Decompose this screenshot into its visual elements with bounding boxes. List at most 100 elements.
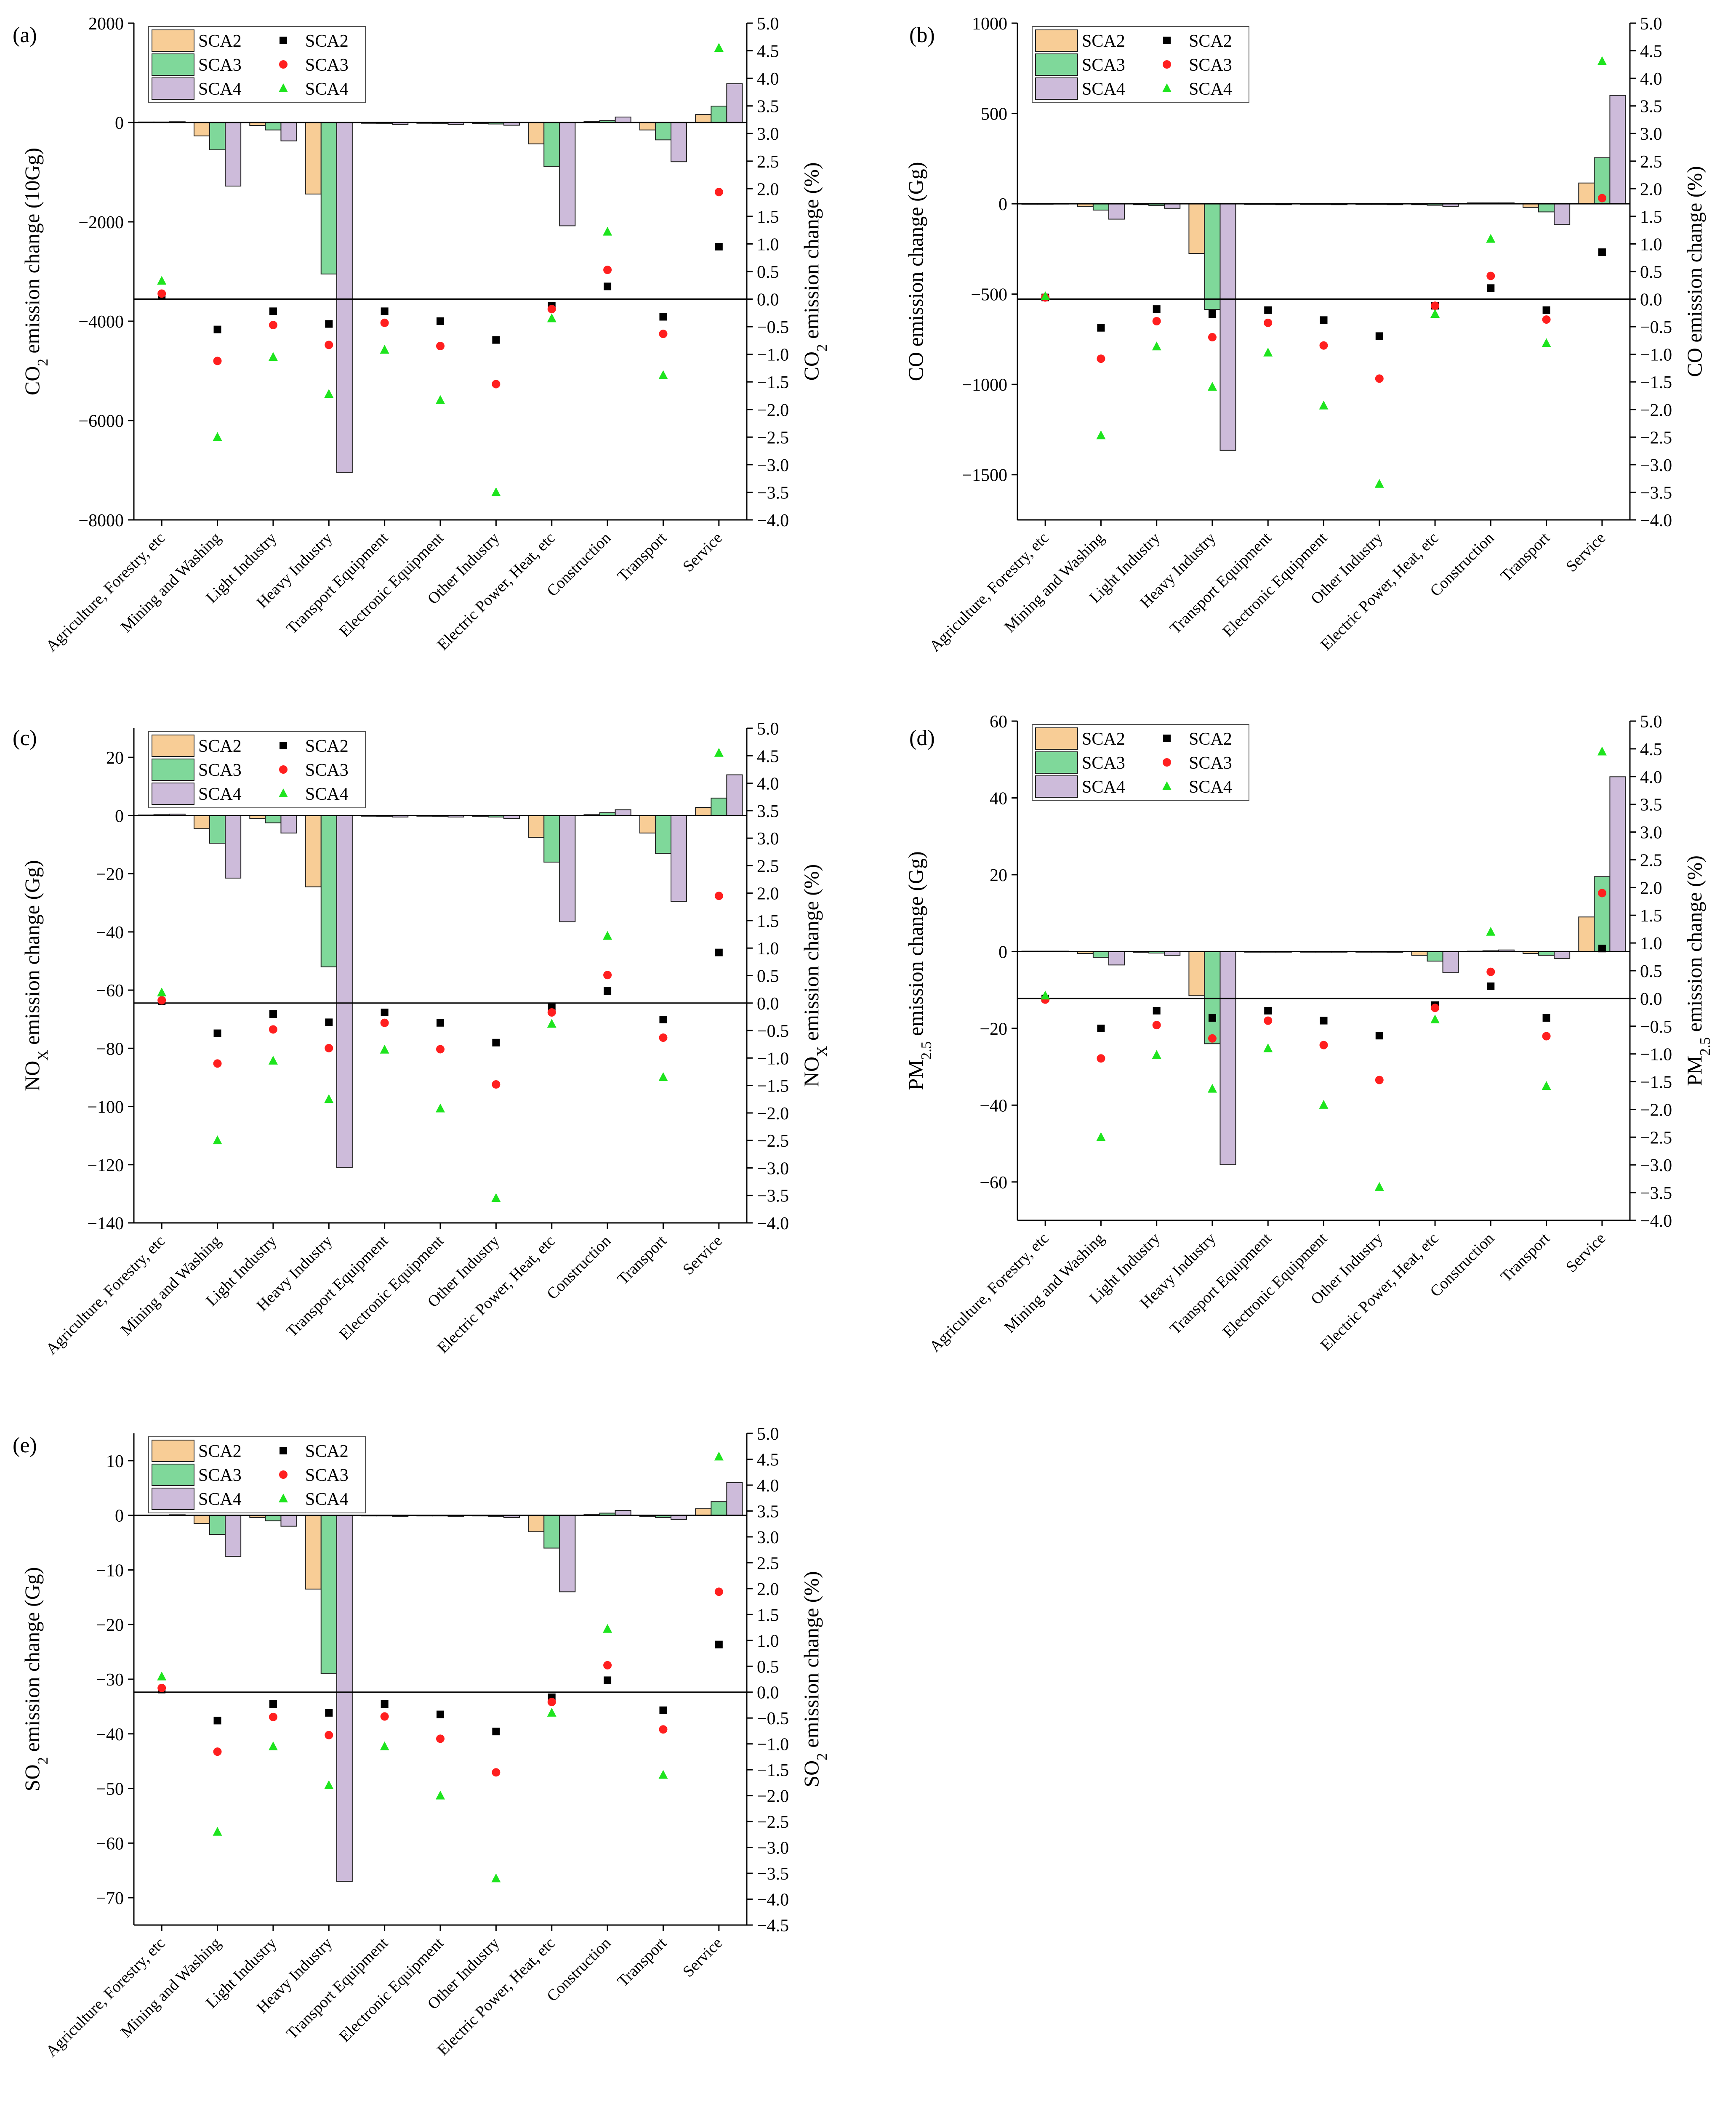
point-sca4-9 [1542, 338, 1551, 347]
point-sca4-1 [213, 1135, 222, 1145]
y-tick-label-right: −1.0 [757, 346, 789, 365]
y-tick-label-left: −6000 [78, 412, 124, 431]
point-sca4-7 [547, 1019, 556, 1028]
bar-sca4-2 [280, 122, 297, 141]
y-tick-label-right: 3.0 [757, 829, 779, 849]
y-tick-label-right: −2.0 [757, 1104, 789, 1124]
bar-sca4-2 [280, 815, 297, 833]
y-tick-label-right: 3.0 [1640, 125, 1662, 144]
y-tick-label-left: −60 [96, 1834, 124, 1853]
point-sca3-7 [547, 1008, 556, 1017]
y-tick-label-right: −2.5 [757, 1132, 789, 1151]
legend-swatch-sca3 [1035, 53, 1078, 76]
legend-swatch-sca2 [152, 1440, 194, 1462]
y-tick-label-right: −1.0 [757, 1735, 789, 1755]
point-sca4-4 [380, 345, 389, 354]
point-sca3-10 [714, 892, 723, 900]
y-tick-label-right: −0.5 [757, 1709, 789, 1728]
y-tick-label-right: −0.5 [757, 1022, 789, 1041]
point-sca2-8 [604, 987, 612, 995]
point-sca3-4 [380, 318, 389, 327]
legend-label: SCA4 [1189, 778, 1232, 797]
bar-sca3-9 [655, 122, 671, 141]
y-tick-label-right: 4.0 [757, 1476, 779, 1496]
point-sca2-8 [604, 1676, 612, 1684]
bar-sca3-1 [1092, 203, 1109, 211]
point-sca3-4 [380, 1018, 389, 1027]
point-sca4-0 [157, 987, 167, 996]
point-sca4-1 [213, 1827, 222, 1836]
point-sca4-3 [324, 1094, 334, 1103]
point-sca2-1 [213, 1717, 221, 1725]
point-sca3-6 [492, 1080, 501, 1089]
y-tick-label-left: −10 [96, 1561, 124, 1580]
point-sca4-5 [436, 1103, 445, 1113]
y-tick-label-right: −1.5 [757, 1077, 789, 1096]
y-tick-label-left: −1000 [962, 375, 1007, 395]
bar-sca3-9 [655, 815, 671, 854]
bar-sca3-7 [1427, 951, 1443, 962]
legend-label: SCA4 [305, 785, 349, 804]
legend-label: SCA4 [198, 80, 242, 99]
legend-label: SCA4 [305, 80, 349, 99]
point-sca3-7 [547, 1698, 556, 1707]
bar-sca4-1 [1108, 951, 1125, 966]
bar-sca3-2 [265, 122, 282, 130]
y-tick-label-right: −1.0 [1640, 346, 1672, 365]
bar-sca2-3 [305, 122, 322, 194]
point-sca3-2 [1152, 317, 1161, 325]
y-tick-label-left: −40 [96, 1725, 124, 1744]
y-tick-label-right: −2.5 [757, 428, 789, 447]
point-sca3-8 [1486, 967, 1495, 976]
y-tick-label-left: 0 [998, 943, 1007, 962]
y-tick-label-right: 1.0 [1640, 934, 1662, 953]
legend-label: SCA4 [198, 785, 242, 804]
bar-sca2-3 [1188, 203, 1205, 254]
point-sca3-8 [1486, 272, 1495, 280]
y-tick-label-left: −8000 [78, 511, 124, 530]
point-sca4-10 [1597, 746, 1607, 756]
point-sca2-4 [381, 307, 389, 315]
point-sca2-10 [1598, 248, 1606, 256]
point-sca2-1 [1097, 324, 1105, 332]
y-tick-label-right: 3.0 [757, 1528, 779, 1547]
legend-label: SCA4 [198, 1490, 242, 1509]
y-tick-label-left: 40 [990, 789, 1007, 808]
legend-label: SCA2 [1189, 32, 1232, 51]
y-tick-label-right: 3.0 [757, 125, 779, 144]
y-tick-label-right: 4.5 [1640, 740, 1662, 759]
y-axis-title-left: SO2 emission change (Gg) [20, 1567, 51, 1792]
point-sca4-7 [1430, 309, 1440, 318]
point-sca4-9 [1542, 1081, 1551, 1090]
legend-marker-sca4 [279, 83, 288, 92]
y-tick-label-right: 1.5 [1640, 208, 1662, 227]
y-tick-label-left: −2000 [78, 213, 124, 232]
point-sca2-3 [1208, 1014, 1216, 1022]
y-tick-label-right: 0.5 [757, 1657, 779, 1677]
point-sca4-3 [324, 389, 334, 398]
legend-marker-sca2 [1163, 735, 1171, 742]
point-sca3-1 [1097, 354, 1105, 363]
bar-sca3-7 [543, 122, 560, 168]
point-sca4-4 [1263, 1043, 1273, 1052]
bar-sca2-1 [193, 122, 210, 136]
point-sca2-5 [1320, 1017, 1328, 1025]
legend-marker-sca3 [279, 60, 288, 69]
bar-sca4-8 [615, 809, 631, 816]
point-sca2-9 [659, 1015, 667, 1023]
legend-label: SCA4 [1082, 80, 1125, 99]
y-tick-label-left: −4000 [78, 312, 124, 332]
legend-swatch-sca3 [152, 53, 194, 76]
point-sca2-6 [492, 1728, 500, 1736]
bar-sca4-3 [1219, 951, 1236, 1165]
legend-label: SCA3 [1189, 56, 1232, 75]
bar-sca3-10 [711, 106, 727, 123]
point-sca2-2 [269, 1700, 277, 1708]
point-sca3-1 [1097, 1054, 1105, 1063]
point-sca3-0 [157, 289, 166, 298]
y-tick-label-right: 5.0 [757, 14, 779, 34]
point-sca3-5 [1319, 341, 1328, 350]
y-tick-label-left: −60 [96, 981, 124, 1001]
y-tick-label-left: 10 [106, 1452, 124, 1471]
bar-sca2-10 [695, 807, 712, 816]
